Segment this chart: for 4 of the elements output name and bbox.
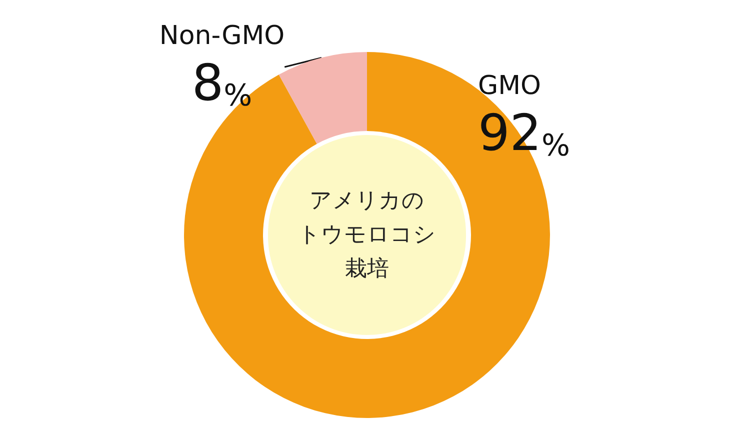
text: アメリカのトウモロコシ栽培 [298, 188, 436, 282]
data-label: 8% [192, 54, 252, 114]
slice-label: Non-GMO [159, 21, 285, 51]
slice-label: GMO [478, 71, 541, 101]
